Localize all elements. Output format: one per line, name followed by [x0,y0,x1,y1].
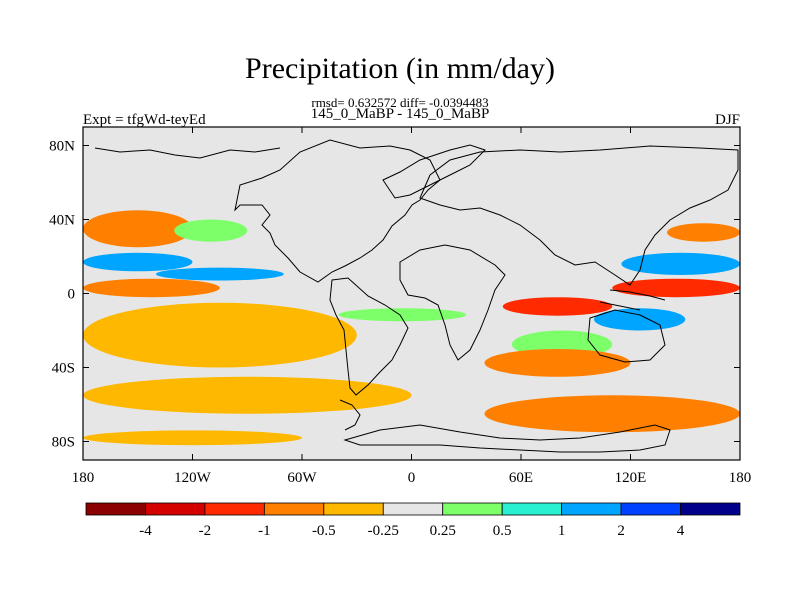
y-tick-label: 0 [68,287,76,303]
coastline-eurasia [419,145,739,286]
colorbar-label: 0.25 [430,523,456,539]
colorbar: -4 -2 -1 -0.5 -0.25 0.25 0.5 1 2 4 [85,502,741,539]
anomaly-region-southern-ocean-orange [484,395,740,433]
colorbar-swatch [323,502,384,516]
y-tick-label: 40S [52,361,75,377]
colorbar-swatch [145,502,206,516]
colorbar-label: -0.5 [312,523,336,539]
x-tick-label: 0 [408,470,416,486]
anomaly-region-antarctic-coast-yellow [83,430,302,446]
colorbar-swatch [561,502,622,516]
anomaly-region-west-pacific-blue [621,252,740,275]
coastline-antarctica [343,424,671,453]
anomaly-region-north-pacific-midlat-orange [83,210,193,248]
stats-line: rmsd= 0.632572 diff= -0.0394483 [311,95,489,110]
colorbar-swatch [382,502,444,516]
colorbar-swatch [620,502,681,516]
colorbar-swatch [263,502,325,516]
colorbar-label: -0.25 [368,523,399,539]
experiment-label: Expt = tfgWd-teyEd [83,112,206,128]
coastline-south-america [329,277,409,396]
coastline-greenland [382,144,486,199]
colorbar-label: 4 [677,523,685,539]
x-tick-label: 120E [615,470,647,486]
colorbar-swatch [85,502,146,516]
coastlines [94,139,739,453]
y-tick-label: 80S [52,435,75,451]
anomaly-region-maritime-continent-blue [594,308,686,331]
anomaly-region-north-pacific-green [174,219,248,242]
anomaly-region-southern-ocean-yellow [83,376,412,414]
colorbar-label: 2 [617,523,625,539]
colorbar-label: -1 [258,523,271,539]
anomaly-region-south-indian-orange [484,349,631,377]
colorbar-swatch [501,502,563,516]
x-tick-label: 120W [174,470,212,486]
anomaly-region-south-atlantic-green [338,308,467,322]
x-tick-label: 180 [729,470,752,486]
anomaly-field [83,210,740,446]
coastline-north-america [234,139,441,283]
map-axes: 180 120W 60W 0 60E 120E 180 80N 40N 0 40S 80S [49,127,751,486]
y-tick-label: 40N [49,213,75,229]
colorbar-swatch [204,502,265,516]
season-label: DJF [714,112,740,128]
anomaly-region-equatorial-west-pacific-red [612,278,740,298]
x-tick-label: 180 [72,470,95,486]
colorbar-swatch [442,502,503,516]
x-tick-label: 60E [509,470,533,486]
chart-subtitle: 145_0_MaBP - 145_0_MaBP [310,106,490,122]
anomaly-region-north-pacific-blue-band-2 [156,267,284,281]
coastline-australia [587,309,666,363]
coastline-maritime-continent [599,289,666,311]
chart-title: Precipitation (in mm/day) [245,52,555,85]
anomaly-region-west-pacific-orange-top [667,223,740,242]
anomaly-region-south-pacific-broad-yellow [83,302,357,368]
coastline-africa [399,244,506,361]
y-tick-label: 80N [49,139,75,155]
coastline-arctic-islands [94,147,281,159]
colorbar-label: 1 [558,523,566,539]
x-tick-label: 60W [287,470,317,486]
anomaly-region-indian-ocean-red [502,297,613,316]
colorbar-label: -2 [199,523,212,539]
colorbar-swatch [680,502,741,516]
colorbar-label: -4 [139,523,152,539]
colorbar-label: 0.5 [493,523,512,539]
coastline-antarctic-peninsula [339,399,361,431]
anomaly-region-tropical-east-pacific-north [83,278,220,298]
anomaly-region-north-pacific-blue-band [83,252,193,272]
